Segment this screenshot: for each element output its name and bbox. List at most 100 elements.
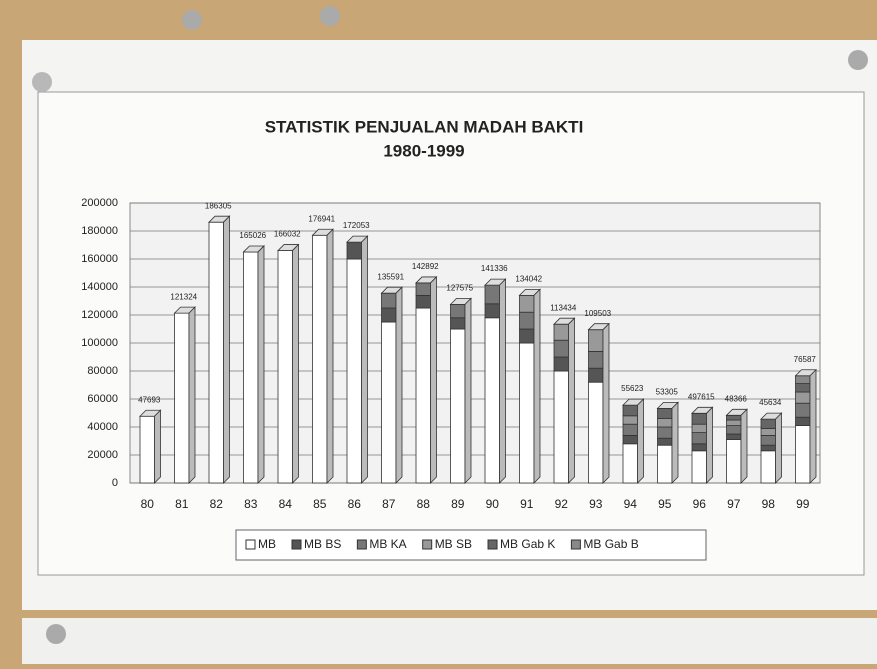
bar-segment [727,440,741,483]
bar-segment [796,426,810,483]
data-label: 176941 [308,214,335,223]
bar-segment [658,438,672,445]
x-tick-label: 91 [520,497,534,511]
chart: STATISTIK PENJUALAN MADAH BAKTI 1980-199… [0,0,877,664]
data-label: 166032 [274,230,301,239]
bar-segment [623,405,637,416]
x-tick-label: 92 [555,497,569,511]
y-tick-label: 0 [112,477,118,489]
bar-segment [761,445,775,451]
data-label: 76587 [794,355,817,364]
pin [46,624,66,644]
x-tick-label: 85 [313,497,327,511]
x-tick-label: 97 [727,497,741,511]
x-tick-label: 96 [693,497,707,511]
legend-label: MB Gab B [583,537,638,551]
x-tick-label: 84 [279,497,293,511]
x-tick-label: 89 [451,497,465,511]
x-tick-label: 98 [762,497,776,511]
bar-segment [554,340,568,357]
bar-segment [589,368,603,382]
legend-swatch [246,540,255,549]
chart-title: STATISTIK PENJUALAN MADAH BAKTI [265,117,584,136]
y-tick-label: 140000 [81,281,118,293]
x-tick-label: 99 [796,497,810,511]
data-label: 109503 [584,309,611,318]
legend-label: MB BS [304,537,341,551]
legend-swatch [357,540,366,549]
bar-segment [382,308,396,322]
bar-segment [623,444,637,483]
data-label: 165026 [239,231,266,240]
bar-segment [520,343,534,483]
bar-segment [278,251,292,483]
bar-segment [658,408,672,418]
bar-segment [692,413,706,424]
data-label: 47693 [138,395,161,404]
x-tick-label: 95 [658,497,672,511]
legend-label: MB KA [369,537,406,551]
bar-segment [692,444,706,451]
pin [32,72,52,92]
bar-segment [761,435,775,445]
bar-segment [796,376,810,384]
bar-segment [658,419,672,427]
data-label: 53305 [656,387,679,396]
bar-segment [727,420,741,426]
data-label: 121324 [170,292,197,301]
bar-segment [692,424,706,432]
y-tick-label: 40000 [87,421,118,433]
bar-segment [485,304,499,318]
bar-side [775,413,781,483]
y-tick-label: 100000 [81,337,118,349]
bar-segment [244,252,258,483]
bar-segment [451,304,465,317]
bar-segment [761,451,775,483]
bar-segment [727,415,741,420]
bar-side [568,318,574,483]
data-label: 135591 [377,272,404,281]
x-tick-label: 88 [417,497,431,511]
page: STATISTIK PENJUALAN MADAH BAKTI 1980-199… [0,0,877,669]
x-tick-label: 81 [175,497,189,511]
bar-segment [623,435,637,443]
bar-segment [451,318,465,329]
data-label: 45634 [759,398,782,407]
bar-segment [589,351,603,368]
data-label: 142892 [412,262,439,271]
data-label: 497615 [688,392,715,401]
bar-segment [485,285,499,304]
x-tick-label: 93 [589,497,603,511]
y-tick-label: 200000 [81,197,118,209]
legend-label: MB Gab K [500,537,555,551]
bar-segment [416,308,430,483]
y-tick-label: 120000 [81,309,118,321]
bar-segment [589,382,603,483]
data-label: 127575 [446,284,473,293]
x-tick-label: 94 [624,497,638,511]
bar-segment [382,293,396,308]
bar-side [189,307,195,483]
bar-segment [796,384,810,392]
data-label: 186305 [205,201,232,210]
bar-segment [761,419,775,428]
bar-segment [485,318,499,483]
bar-segment [140,416,154,483]
bar-segment [175,313,189,483]
bar-side [534,289,540,483]
bar-side [637,399,643,483]
bar-segment [658,427,672,438]
data-label: 172053 [343,221,370,230]
bar-segment [347,259,361,483]
bar-segment [623,424,637,435]
bar-side [361,236,367,483]
bar-side [258,246,264,483]
y-tick-label: 80000 [87,365,118,377]
legend-swatch [292,540,301,549]
bar-side [603,324,609,483]
bar-side [396,287,402,483]
legend-swatch [488,540,497,549]
data-label: 134042 [515,274,542,283]
data-label: 55623 [621,384,644,393]
bar-side [810,370,816,483]
